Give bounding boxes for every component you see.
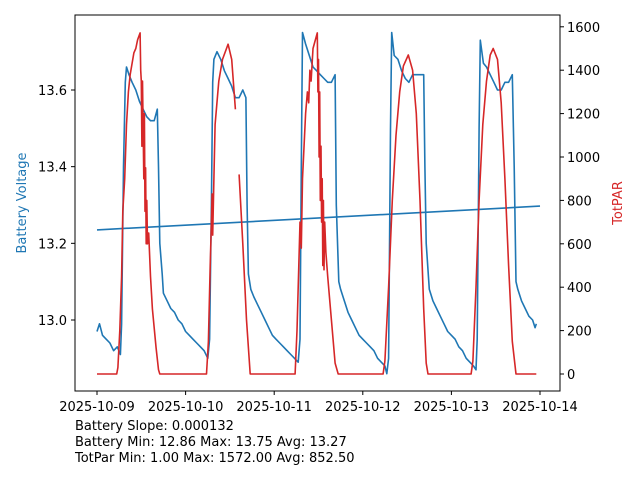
x-tick-label: 2025-10-13	[414, 400, 490, 415]
y-right-tick-label: 400	[567, 281, 592, 296]
series-line-totpar	[97, 32, 537, 375]
y-left-tick-label: 13.2	[38, 237, 67, 252]
y-left-tick-label: 13.0	[38, 314, 67, 329]
annotation-slope: Battery Slope: 0.000132	[75, 419, 234, 434]
series-line-battery-trend	[96, 205, 541, 231]
y-axis-left: 13.0 13.2 13.4 13.6	[38, 84, 75, 329]
y-axis-left-label: Battery Voltage	[15, 152, 30, 253]
annotation-par-stats: TotPar Min: 1.00 Max: 1572.00 Avg: 852.5…	[74, 451, 355, 466]
annotation-battery-stats: Battery Min: 12.86 Max: 13.75 Avg: 13.27	[75, 435, 347, 450]
y-right-tick-label: 1400	[567, 64, 600, 79]
y-axis-right-label: TotPAR	[611, 181, 626, 226]
x-tick-label: 2025-10-09	[59, 400, 135, 415]
y-right-tick-label: 1600	[567, 21, 600, 36]
y-right-tick-label: 1000	[567, 151, 600, 166]
y-right-tick-label: 0	[567, 368, 575, 383]
x-tick-label: 2025-10-11	[236, 400, 312, 415]
plot-lines	[96, 31, 541, 375]
y-left-tick-label: 13.6	[38, 84, 67, 99]
y-right-tick-label: 600	[567, 238, 592, 253]
y-axis-right: 0 200 400 600 800 1000 1200 1400 1600	[560, 21, 600, 383]
y-left-tick-label: 13.4	[38, 161, 67, 176]
x-tick-label: 2025-10-10	[148, 400, 224, 415]
series-line-battery-voltage	[96, 31, 538, 375]
x-tick-label: 2025-10-14	[502, 400, 578, 415]
plot-frame	[74, 14, 561, 392]
x-tick-label: 2025-10-12	[325, 400, 401, 415]
y-right-tick-label: 1200	[567, 108, 600, 123]
x-axis: 2025-10-09 2025-10-10 2025-10-11 2025-10-12…	[59, 391, 578, 415]
y-right-tick-label: 200	[567, 325, 592, 340]
y-right-tick-label: 800	[567, 194, 592, 209]
